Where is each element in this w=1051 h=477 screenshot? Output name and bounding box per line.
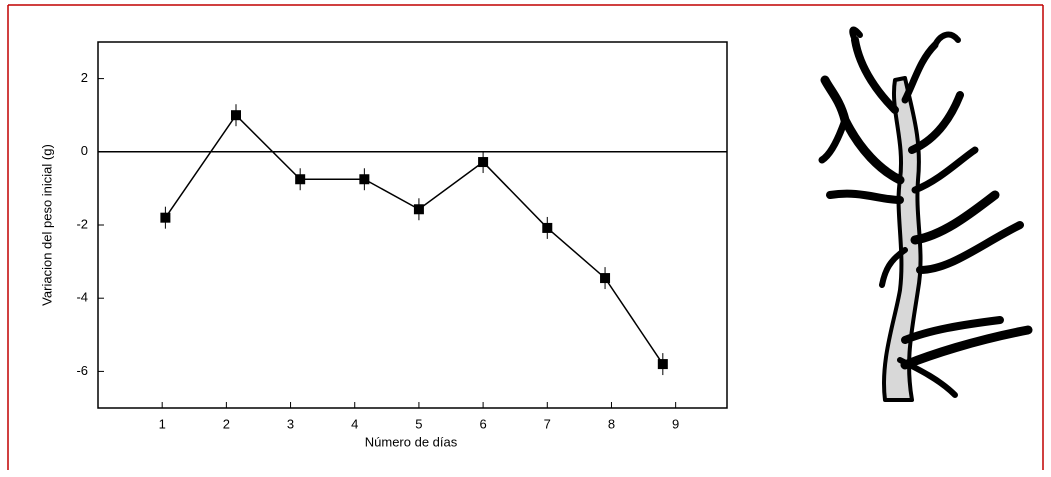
coral-illustration: [822, 30, 1028, 400]
x-tick-label: 6: [479, 416, 486, 431]
y-tick-label: 2: [81, 70, 88, 85]
x-tick-label: 9: [672, 416, 679, 431]
data-point: [295, 174, 305, 184]
x-tick-label: 3: [287, 416, 294, 431]
data-point: [160, 213, 170, 223]
x-tick-label: 8: [608, 416, 615, 431]
x-tick-label: 2: [223, 416, 230, 431]
x-axis-label: Número de días: [365, 434, 458, 449]
plot-frame: [98, 42, 727, 408]
y-tick-label: 0: [81, 143, 88, 158]
data-point: [600, 273, 610, 283]
data-point: [542, 223, 552, 233]
data-point: [359, 174, 369, 184]
page: Número de días Variacion del peso inicia…: [0, 0, 1051, 477]
x-tick-label: 4: [351, 416, 358, 431]
data-point: [231, 110, 241, 120]
data-point: [414, 204, 424, 214]
y-tick-label: -6: [76, 363, 88, 378]
x-tick-label: 5: [415, 416, 422, 431]
data-point: [658, 359, 668, 369]
y-tick-label: -2: [76, 216, 88, 231]
y-tick-label: -4: [76, 290, 88, 305]
data-point: [478, 157, 488, 167]
x-tick-label: 7: [544, 416, 551, 431]
y-axis-label: Variacion del peso inicial (g): [39, 144, 54, 306]
chart: Número de días Variacion del peso inicia…: [0, 0, 1051, 477]
x-tick-label: 1: [159, 416, 166, 431]
